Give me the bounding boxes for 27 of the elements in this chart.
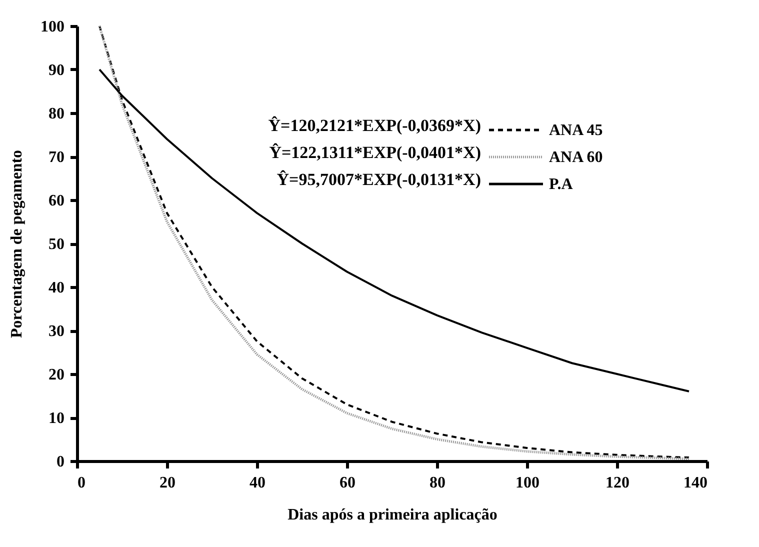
y-tick-label: 30 (48, 323, 64, 340)
annotation: Ŷ=120,2121*EXP(-0,0369*X) (268, 116, 481, 135)
y-tick-label: 50 (48, 236, 64, 253)
y-tick-label: 100 (40, 18, 64, 36)
y-tick-label: 90 (48, 62, 64, 79)
y-tick-label: 60 (48, 192, 64, 210)
x-tick-label: 120 (606, 474, 630, 492)
x-tick-label: 0 (78, 474, 86, 492)
x-axis-title: Dias após a primeira aplicação (288, 506, 498, 524)
x-tick-label: 140 (684, 474, 708, 492)
annotation: Ŷ=95,7007*EXP(-0,0131*X) (276, 170, 481, 189)
annotation: Ŷ=122,1311*EXP(-0,0401*X) (269, 143, 481, 162)
x-tick-label: 80 (430, 474, 446, 492)
x-tick-label: 40 (250, 474, 266, 492)
y-tick-label: 80 (48, 106, 64, 122)
y-tick-label: 20 (48, 366, 64, 384)
x-tick-label: 20 (160, 474, 176, 492)
y-tick-label: 70 (48, 149, 64, 166)
x-tick-label: 100 (516, 474, 540, 492)
legend-label: ANA 60 (549, 149, 603, 166)
x-tick-label: 60 (340, 474, 356, 492)
y-tick-label: 0 (56, 454, 64, 470)
y-tick-label: 10 (48, 410, 64, 427)
legend-label: ANA 45 (549, 122, 603, 139)
y-axis-title: Porcentagem de pegamento (8, 150, 26, 338)
y-tick-label: 40 (48, 280, 64, 296)
legend-label: P.A (549, 176, 574, 193)
